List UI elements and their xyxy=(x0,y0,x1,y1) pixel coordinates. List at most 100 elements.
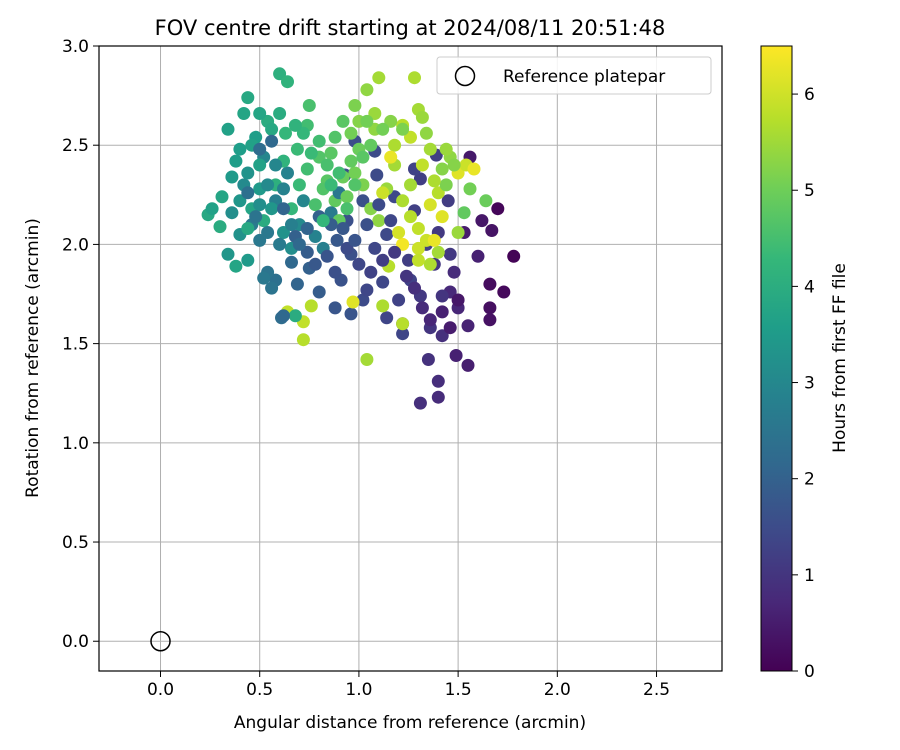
x-ticks: 0.0 0.5 1.0 1.5 2.0 2.5 xyxy=(147,671,670,700)
data-point xyxy=(356,150,370,164)
data-point xyxy=(346,295,360,309)
data-point xyxy=(285,218,298,232)
data-point xyxy=(241,166,255,180)
data-point xyxy=(368,107,382,120)
data-point xyxy=(392,293,406,307)
data-point xyxy=(312,134,326,148)
data-point xyxy=(253,233,267,247)
data-point xyxy=(265,281,279,295)
data-point xyxy=(427,233,441,247)
data-point xyxy=(302,99,316,112)
data-point xyxy=(340,202,354,216)
data-point xyxy=(419,126,433,140)
data-point xyxy=(404,210,417,224)
data-point xyxy=(485,224,499,237)
data-point xyxy=(312,285,326,299)
data-point xyxy=(320,249,334,263)
data-point xyxy=(233,142,247,156)
data-point xyxy=(308,230,322,243)
colorbar-tick-label: 2 xyxy=(804,470,815,490)
data-point xyxy=(296,333,310,347)
data-point xyxy=(463,182,477,196)
data-point xyxy=(308,257,322,271)
data-point xyxy=(273,67,287,81)
data-point xyxy=(221,122,235,136)
data-point xyxy=(253,158,267,172)
data-point xyxy=(273,107,287,120)
data-point xyxy=(392,226,406,239)
colorbar-tick-label: 0 xyxy=(804,662,815,682)
data-point xyxy=(360,83,374,97)
data-point xyxy=(413,396,427,410)
data-point xyxy=(447,265,461,279)
data-point xyxy=(376,299,390,313)
data-point xyxy=(402,253,415,267)
data-point xyxy=(328,301,342,315)
data-point xyxy=(449,349,463,362)
data-point xyxy=(300,162,314,176)
data-point xyxy=(396,327,410,341)
data-point xyxy=(441,194,455,208)
data-point xyxy=(360,218,374,232)
data-point xyxy=(241,91,255,105)
colorbar-tick-label: 1 xyxy=(804,566,815,586)
data-point xyxy=(372,198,386,212)
reference-platepar-point xyxy=(150,630,171,652)
data-point xyxy=(261,226,275,239)
data-point xyxy=(265,122,279,136)
data-point xyxy=(348,166,362,180)
data-point xyxy=(408,281,421,295)
data-point xyxy=(411,241,425,255)
data-point xyxy=(269,158,283,172)
data-point xyxy=(372,71,386,85)
data-point xyxy=(253,142,267,156)
data-point xyxy=(408,71,421,85)
data-point xyxy=(507,249,521,263)
y-axis-label: Rotation from reference (arcmin) xyxy=(23,218,43,498)
data-point xyxy=(396,317,410,331)
data-point xyxy=(364,265,378,279)
data-point xyxy=(332,166,346,180)
x-tick-label: 2.0 xyxy=(544,680,571,700)
data-point xyxy=(435,329,449,343)
data-point xyxy=(404,130,417,144)
data-point xyxy=(265,134,279,148)
data-point xyxy=(451,226,465,239)
data-point xyxy=(356,194,370,208)
data-point xyxy=(241,186,255,200)
data-point xyxy=(372,214,386,228)
data-point xyxy=(324,146,338,160)
colorbar-tick-label: 4 xyxy=(804,277,815,297)
data-point xyxy=(344,307,358,321)
x-tick-label: 2.5 xyxy=(643,680,670,700)
data-point xyxy=(411,222,425,235)
data-point xyxy=(229,259,243,273)
data-point xyxy=(411,253,425,267)
data-point xyxy=(328,265,342,279)
data-point xyxy=(423,142,437,156)
data-point xyxy=(215,190,229,204)
y-tick-label: 0.5 xyxy=(62,533,89,553)
data-point xyxy=(273,237,287,251)
data-point xyxy=(384,114,398,128)
colorbar-tick-label: 5 xyxy=(804,181,815,201)
data-point xyxy=(451,293,465,307)
data-point xyxy=(400,269,413,283)
data-point xyxy=(423,313,437,327)
data-point xyxy=(292,178,306,192)
colorbar-label: Hours from first FF file xyxy=(830,263,850,453)
data-point xyxy=(277,202,290,216)
data-point xyxy=(396,194,410,208)
data-point xyxy=(221,247,235,261)
data-point xyxy=(396,237,410,251)
data-point xyxy=(290,277,304,291)
data-point xyxy=(340,241,354,255)
colorbar-tick-label: 6 xyxy=(804,85,815,105)
data-point xyxy=(376,253,390,267)
data-point xyxy=(457,206,471,220)
data-point xyxy=(348,233,362,247)
data-point xyxy=(388,245,402,259)
data-point xyxy=(443,247,457,261)
data-point xyxy=(225,170,239,184)
data-point xyxy=(285,255,298,269)
